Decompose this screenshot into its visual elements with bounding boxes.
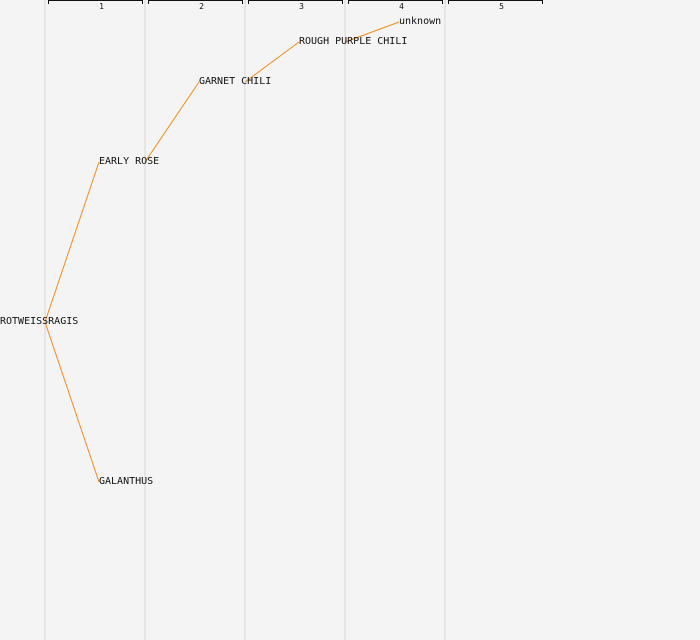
- generation-label-3: 3: [299, 2, 304, 11]
- link-root-galanthus: [44, 321, 100, 483]
- link-early-rose-garnet-chili: [144, 81, 200, 163]
- generation-bracket-5: [448, 0, 543, 4]
- link-root-early-rose: [44, 161, 100, 323]
- node-garnet-chili[interactable]: GARNET CHILI: [199, 76, 272, 87]
- node-galanthus[interactable]: GALANTHUS: [99, 476, 154, 487]
- column-guide-2: [144, 0, 146, 640]
- generation-bracket-1: [48, 0, 143, 4]
- generation-label-4: 4: [399, 2, 404, 11]
- generation-bracket-4: [348, 0, 443, 4]
- column-guide-3: [244, 0, 246, 640]
- link-rough-purple-chili-unknown: [344, 21, 400, 43]
- column-guide-5: [444, 0, 446, 640]
- generation-label-5: 5: [499, 2, 504, 11]
- generation-bracket-2: [148, 0, 243, 4]
- column-guide-1: [44, 0, 46, 640]
- link-garnet-chili-rough-purple-chili: [244, 41, 300, 83]
- generation-label-1: 1: [99, 2, 104, 11]
- generation-label-2: 2: [199, 2, 204, 11]
- node-root[interactable]: ROTWEISSRAGIS: [0, 316, 79, 327]
- node-rough-purple-chili[interactable]: ROUGH PURPLE CHILI: [299, 36, 408, 47]
- column-guide-4: [344, 0, 346, 640]
- node-unknown[interactable]: unknown: [399, 16, 442, 27]
- generation-bracket-3: [248, 0, 343, 4]
- node-early-rose[interactable]: EARLY ROSE: [99, 156, 160, 167]
